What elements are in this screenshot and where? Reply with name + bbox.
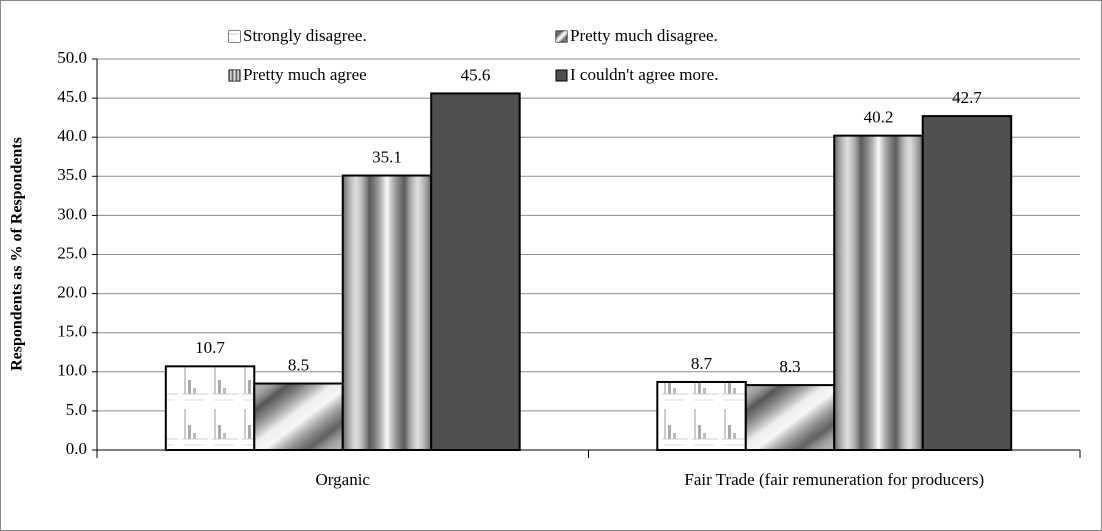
legend-label: I couldn't agree more. <box>570 65 718 84</box>
legend-swatch <box>228 30 241 43</box>
x-tick-label: Organic <box>316 470 371 489</box>
legend-label: Strongly disagree. <box>243 26 367 45</box>
y-axis-label: Respondents as % of Respondents <box>9 137 26 371</box>
y-tick-label: 40.0 <box>57 126 87 145</box>
data-label: 8.7 <box>691 354 713 373</box>
y-tick-label: 5.0 <box>66 400 87 419</box>
bar <box>745 385 835 450</box>
data-label: 10.7 <box>195 338 225 357</box>
y-tick-label: 50.0 <box>57 48 87 67</box>
bar <box>834 135 923 451</box>
data-label: 8.3 <box>779 357 800 376</box>
bar-outline <box>921 115 1013 451</box>
y-tick-label: 45.0 <box>57 87 87 106</box>
legend-swatch <box>555 69 568 82</box>
bar <box>254 383 343 450</box>
x-tick-label: Fair Trade (fair remuneration for produc… <box>684 470 984 489</box>
bar <box>922 116 1012 450</box>
data-label: 45.6 <box>461 65 491 84</box>
legend-swatch <box>228 69 241 82</box>
bar <box>431 93 520 451</box>
bar-outline <box>430 92 521 452</box>
legend-label: Pretty much disagree. <box>570 26 718 45</box>
y-tick-label: 15.0 <box>57 322 87 341</box>
data-label: 40.2 <box>864 108 894 127</box>
bar <box>165 366 255 450</box>
y-tick-label: 10.0 <box>57 361 87 380</box>
y-tick-label: 30.0 <box>57 204 87 223</box>
y-tick-label: 25.0 <box>57 243 87 262</box>
y-tick-label: 20.0 <box>57 283 87 302</box>
bar <box>342 175 432 450</box>
legend-swatch <box>555 30 568 43</box>
data-label: 35.1 <box>372 147 402 166</box>
y-tick-label: 0.0 <box>66 439 87 458</box>
bar <box>657 381 746 450</box>
data-label: 42.7 <box>952 88 982 107</box>
legend-label: Pretty much agree <box>243 65 367 84</box>
y-tick-label: 35.0 <box>57 165 87 184</box>
data-label: 8.5 <box>288 355 309 374</box>
